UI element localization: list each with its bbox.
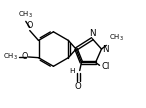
Text: N: N [102, 45, 109, 54]
Text: N: N [89, 29, 95, 38]
Text: H: H [69, 68, 75, 74]
Text: O: O [21, 52, 28, 61]
Text: CH$_3$: CH$_3$ [18, 10, 33, 20]
Text: Cl: Cl [101, 62, 110, 71]
Text: O: O [27, 21, 33, 30]
Text: O: O [75, 82, 82, 91]
Text: CH$_3$: CH$_3$ [3, 52, 18, 62]
Text: CH$_3$: CH$_3$ [109, 33, 124, 43]
